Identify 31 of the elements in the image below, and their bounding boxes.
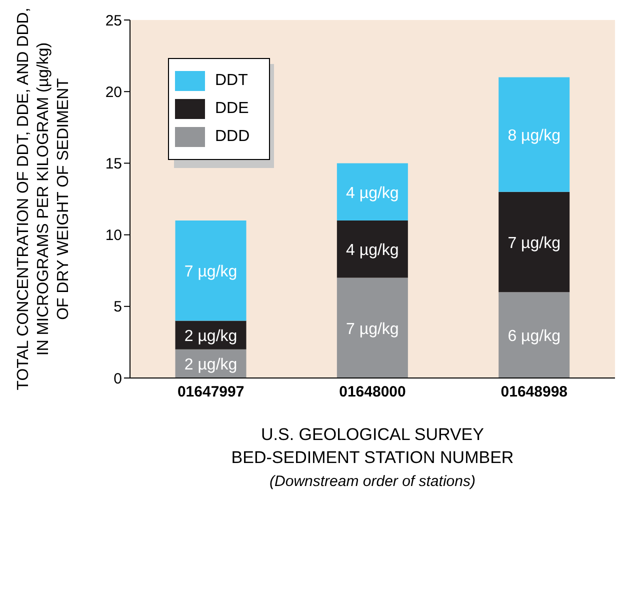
data-label: 2 µg/kg xyxy=(184,356,238,374)
y-tick-label: 0 xyxy=(114,370,122,388)
data-label: 2 µg/kg xyxy=(184,328,238,346)
legend-label: DDT xyxy=(215,72,248,90)
legend-label: DDE xyxy=(215,100,249,118)
bar xyxy=(175,220,246,321)
bar xyxy=(498,292,570,378)
x-tick-label: 01648998 xyxy=(500,384,568,401)
bar xyxy=(336,220,408,278)
data-label: 7 µg/kg xyxy=(508,234,561,252)
y-tick-label: 25 xyxy=(105,12,122,30)
data-label: 6 µg/kg xyxy=(508,328,561,346)
data-label: 4 µg/kg xyxy=(346,184,399,202)
bar xyxy=(498,77,570,192)
y-tick-label: 20 xyxy=(105,84,122,101)
y-tick-label: 10 xyxy=(105,227,122,244)
data-label: 7 µg/kg xyxy=(184,264,238,281)
data-label: 4 µg/kg xyxy=(346,242,399,260)
y-tick-label: 5 xyxy=(114,298,122,316)
x-tick-label: 01648000 xyxy=(339,384,406,401)
bar xyxy=(498,192,570,292)
y-tick-label: 15 xyxy=(105,156,122,173)
text: (Downstream order of stations) xyxy=(270,473,476,490)
x-tick-label: 01647997 xyxy=(177,384,244,401)
bar xyxy=(336,278,408,378)
data-label: 7 µg/kg xyxy=(346,320,399,338)
legend-label: DDD xyxy=(215,128,250,146)
data-label: 8 µg/kg xyxy=(508,128,561,145)
bar xyxy=(336,163,408,220)
x-axis-title: U.S. GEOLOGICAL SURVEY BED-SEDIMENT STATION NUMBER xyxy=(231,425,514,467)
y-axis-title: TOTAL CONCENTRATION OF DDT, DDE, AND DDD, IN MICROGRAMS PER KILOGRAM (µg/kg) OF DRY WEIGHT OF SEDIMENT xyxy=(15,8,72,390)
